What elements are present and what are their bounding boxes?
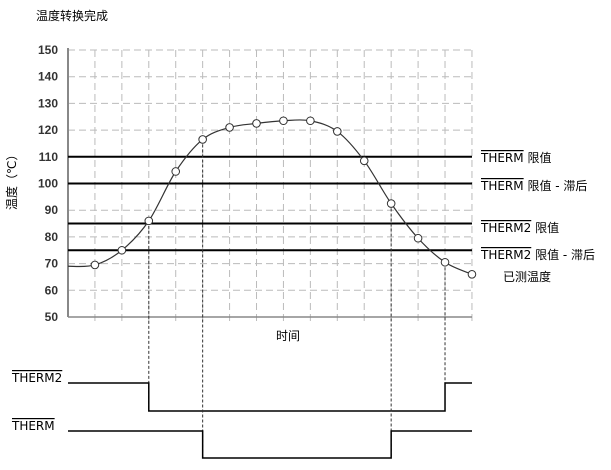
- threshold-label: THERM2 限值: [480, 220, 559, 235]
- signal-name: THERM: [480, 151, 524, 165]
- temperature-curve: [67, 119, 473, 275]
- y-tick-label: 120: [38, 123, 58, 137]
- y-axis-label: 温度（℃）: [4, 149, 19, 210]
- data-point: [440, 257, 450, 267]
- data-point: [467, 269, 477, 279]
- y-tick-label: 130: [38, 96, 58, 110]
- threshold-text: 限值: [524, 150, 552, 165]
- y-tick-label: 60: [45, 283, 59, 297]
- data-point: [198, 135, 207, 144]
- data-point: [386, 199, 396, 208]
- y-tick-label: 150: [38, 43, 58, 57]
- x-axis-label: 时间: [276, 329, 300, 343]
- data-point: [117, 245, 127, 255]
- data-point: [333, 127, 342, 136]
- data-point: [359, 156, 369, 166]
- threshold-text: 限值: [531, 220, 559, 235]
- y-tick-label: 90: [45, 203, 59, 217]
- signal-waveform: [68, 382, 472, 412]
- data-point: [252, 119, 261, 128]
- series-label: 已测温度: [503, 269, 551, 284]
- signal-label: THERM: [11, 419, 55, 433]
- data-point: [413, 233, 423, 243]
- y-tick-label: 110: [39, 150, 59, 164]
- threshold-label: THERM 限值: [480, 150, 551, 165]
- threshold-label: THERM2 限值 - 滞后: [480, 247, 595, 262]
- signal-name: THERM: [480, 179, 524, 193]
- signal-name: THERM2: [480, 248, 531, 262]
- diagram-title: 温度转换完成: [36, 8, 108, 23]
- signal-waveform: [68, 430, 472, 459]
- threshold-label: THERM 限值 - 滞后: [480, 178, 587, 193]
- data-point: [306, 116, 315, 126]
- y-tick-label: 140: [38, 70, 58, 84]
- y-tick-label: 80: [45, 230, 59, 244]
- signal-label: THERM2: [11, 371, 62, 385]
- y-tick-label: 100: [38, 177, 58, 191]
- data-point: [225, 123, 234, 132]
- y-tick-label: 70: [45, 257, 59, 271]
- threshold-text: 限值 - 滞后: [531, 247, 595, 262]
- signal-name: THERM2: [480, 221, 531, 235]
- data-point: [90, 260, 100, 270]
- data-point: [279, 116, 288, 126]
- data-point: [171, 167, 181, 176]
- threshold-text: 限值 - 滞后: [524, 178, 588, 193]
- data-point: [144, 216, 154, 226]
- y-tick-label: 50: [45, 310, 59, 324]
